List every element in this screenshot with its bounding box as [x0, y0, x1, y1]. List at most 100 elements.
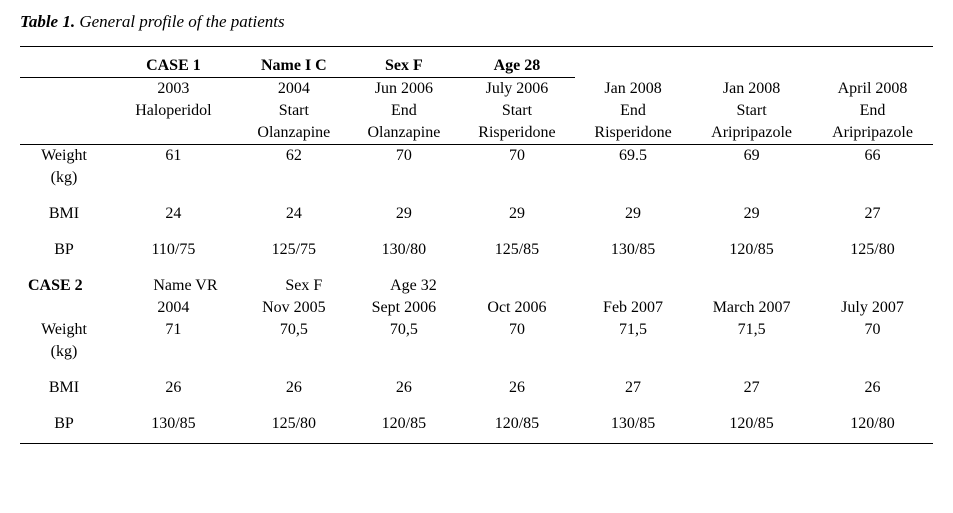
c1-drug2: Olanzapine — [239, 122, 349, 145]
c2-bp: 120/80 — [812, 413, 933, 435]
c2-date: July 2007 — [812, 297, 933, 319]
c1-date: Jun 2006 — [349, 78, 459, 101]
c1-bmi: 24 — [108, 203, 239, 225]
c1-bp: 125/85 — [459, 239, 575, 261]
c2-date: Sept 2006 — [349, 297, 459, 319]
c2-bp: 130/85 — [575, 413, 691, 435]
c1-weight: 69.5 — [575, 145, 691, 168]
table-caption: Table 1. General profile of the patients — [20, 12, 933, 32]
c1-drug: Start — [239, 100, 349, 122]
c1-drug: End — [349, 100, 459, 122]
c1-drug2: Aripripazole — [691, 122, 812, 145]
c1-weight: 70 — [349, 145, 459, 168]
case2-header-row: CASE 2 Name VR Sex F Age 32 — [20, 275, 933, 297]
case2-dates-row: 2004 Nov 2005 Sept 2006 Oct 2006 Feb 200… — [20, 297, 933, 319]
c2-bp: 120/85 — [459, 413, 575, 435]
case1-dates-row: 2003 2004 Jun 2006 July 2006 Jan 2008 Ja… — [20, 78, 933, 101]
c1-date: Jan 2008 — [575, 78, 691, 101]
c1-bp: 125/80 — [812, 239, 933, 261]
c1-bp: 120/85 — [691, 239, 812, 261]
c1-weight: 69 — [691, 145, 812, 168]
case1-drug-row1: Haloperidol Start End Start End Start En… — [20, 100, 933, 122]
c1-bmi: 29 — [349, 203, 459, 225]
c1-weight: 62 — [239, 145, 349, 168]
c1-date: July 2006 — [459, 78, 575, 101]
bmi-label: BMI — [20, 203, 108, 225]
c2-bp: 125/80 — [239, 413, 349, 435]
c2-bmi: 26 — [349, 377, 459, 399]
c2-bmi: 26 — [239, 377, 349, 399]
c1-bmi: 29 — [575, 203, 691, 225]
case2-label: CASE 2 — [20, 275, 108, 297]
c1-weight: 61 — [108, 145, 239, 168]
case1-sex: Sex F — [349, 55, 459, 78]
c2-bp: 120/85 — [691, 413, 812, 435]
c2-weight: 71,5 — [575, 319, 691, 341]
c2-date: March 2007 — [691, 297, 812, 319]
c1-bmi: 27 — [812, 203, 933, 225]
bp-label: BP — [20, 413, 108, 435]
c1-bp: 130/85 — [575, 239, 691, 261]
c2-date: Feb 2007 — [575, 297, 691, 319]
weight-label: Weight — [20, 145, 108, 168]
c2-weight: 71 — [108, 319, 239, 341]
case1-header-row: CASE 1 Name I C Sex F Age 28 — [20, 55, 933, 78]
c1-drug2: Risperidone — [459, 122, 575, 145]
c2-bmi: 27 — [575, 377, 691, 399]
c1-date: 2003 — [108, 78, 239, 101]
bp-label: BP — [20, 239, 108, 261]
c1-weight: 66 — [812, 145, 933, 168]
c2-bmi: 26 — [459, 377, 575, 399]
c1-bmi: 29 — [691, 203, 812, 225]
c1-drug2: Aripripazole — [812, 122, 933, 145]
c1-date: Jan 2008 — [691, 78, 812, 101]
case1-label: CASE 1 — [108, 55, 239, 78]
c1-bmi: 29 — [459, 203, 575, 225]
caption-prefix: Table 1. — [20, 12, 75, 31]
c2-date: Oct 2006 — [459, 297, 575, 319]
c1-bp-row: BP 110/75 125/75 130/80 125/85 130/85 12… — [20, 239, 933, 261]
c1-weight-unit-row: (kg) — [20, 167, 933, 189]
c1-date: 2004 — [239, 78, 349, 101]
c1-drug2 — [108, 122, 239, 145]
c1-bp: 110/75 — [108, 239, 239, 261]
c2-weight: 70 — [459, 319, 575, 341]
c2-bmi-row: BMI 26 26 26 26 27 27 26 — [20, 377, 933, 399]
c2-bmi: 27 — [691, 377, 812, 399]
c2-weight: 70,5 — [349, 319, 459, 341]
case2-name: Name VR — [108, 275, 239, 297]
c1-bp: 125/75 — [239, 239, 349, 261]
c2-bp: 130/85 — [108, 413, 239, 435]
c1-date: April 2008 — [812, 78, 933, 101]
caption-text: General profile of the patients — [75, 12, 284, 31]
case1-drug-row2: Olanzapine Olanzapine Risperidone Risper… — [20, 122, 933, 145]
c1-drug2: Olanzapine — [349, 122, 459, 145]
case2-age: Age 32 — [349, 275, 459, 297]
c1-weight-row: Weight 61 62 70 70 69.5 69 66 — [20, 145, 933, 168]
c1-bp: 130/80 — [349, 239, 459, 261]
case1-age: Age 28 — [459, 55, 575, 78]
c1-drug2: Risperidone — [575, 122, 691, 145]
weight-unit: (kg) — [20, 167, 108, 189]
bmi-label: BMI — [20, 377, 108, 399]
c1-drug: Start — [691, 100, 812, 122]
c1-drug: Haloperidol — [108, 100, 239, 122]
page-root: Table 1. General profile of the patients… — [0, 0, 953, 513]
case1-name: Name I C — [239, 55, 349, 78]
weight-label: Weight — [20, 319, 108, 341]
c2-bmi: 26 — [108, 377, 239, 399]
weight-unit: (kg) — [20, 341, 108, 363]
c2-date: Nov 2005 — [239, 297, 349, 319]
c2-weight: 70 — [812, 319, 933, 341]
case2-sex: Sex F — [239, 275, 349, 297]
c1-bmi-row: BMI 24 24 29 29 29 29 27 — [20, 203, 933, 225]
c2-bp: 120/85 — [349, 413, 459, 435]
c2-weight: 70,5 — [239, 319, 349, 341]
c1-drug: End — [575, 100, 691, 122]
c1-bmi: 24 — [239, 203, 349, 225]
c2-bp-row: BP 130/85 125/80 120/85 120/85 130/85 12… — [20, 413, 933, 435]
c1-weight: 70 — [459, 145, 575, 168]
c1-drug: End — [812, 100, 933, 122]
c2-bmi: 26 — [812, 377, 933, 399]
c2-weight-unit-row: (kg) — [20, 341, 933, 363]
